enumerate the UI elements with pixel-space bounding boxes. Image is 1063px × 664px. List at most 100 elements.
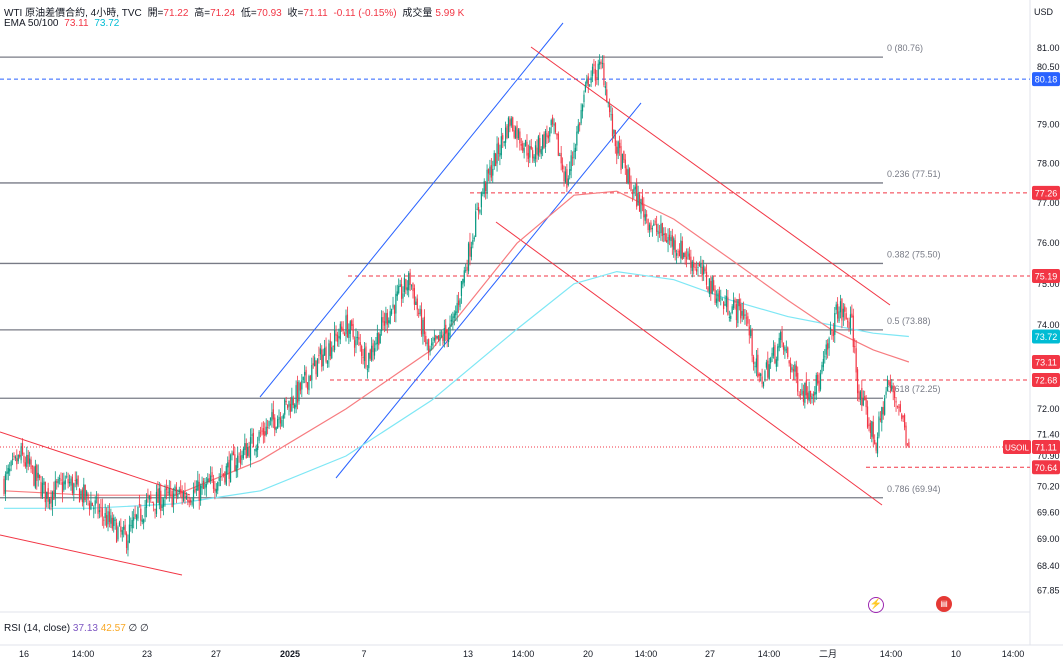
candle-body: [485, 183, 487, 192]
candle-body: [770, 358, 772, 364]
x-tick-label: 20: [583, 649, 593, 659]
candle-body: [439, 331, 441, 341]
candle-body: [358, 337, 360, 340]
candle-body: [570, 155, 572, 171]
us-flag-icon[interactable]: ▤: [936, 596, 952, 612]
candle-body: [881, 407, 883, 423]
candle-body: [795, 365, 797, 377]
channel-line: [0, 431, 191, 496]
candle-body: [36, 465, 38, 481]
candle-body: [462, 278, 464, 285]
candle-body: [76, 478, 78, 485]
channel-line: [495, 221, 883, 506]
candle-body: [547, 135, 549, 139]
ema-legend[interactable]: EMA 50/100 73.11 73.72: [4, 18, 122, 29]
candle-body: [229, 455, 232, 483]
candle-body: [73, 483, 75, 494]
candle-body: [436, 335, 438, 339]
candle-body: [467, 243, 470, 272]
candle-body: [636, 183, 638, 207]
candle-body: [711, 277, 713, 294]
candle-body: [678, 250, 681, 257]
candle-body: [502, 135, 504, 140]
candle-body: [703, 265, 705, 275]
candle-body: [106, 515, 108, 527]
time-axis[interactable]: 16 14:00 23 27 2025 7 13 14:00 20 14:00 27 14:00 二月 1…: [19, 649, 1024, 659]
fib-label: 0.5 (73.88): [887, 316, 931, 326]
candle-body: [96, 497, 98, 499]
candle-body: [435, 335, 437, 340]
candle-body: [61, 482, 64, 493]
candle-body: [13, 455, 15, 458]
candle-body: [29, 458, 31, 465]
candle-body: [413, 288, 415, 305]
candle-body: [242, 448, 244, 459]
candle-body: [452, 316, 454, 323]
candle-body: [137, 506, 139, 519]
rsi-empty-1: ∅: [128, 623, 138, 634]
candle-body: [847, 321, 849, 323]
candle-body: [631, 193, 634, 195]
candle-body: [70, 478, 72, 486]
candle-body: [560, 152, 562, 164]
candle-body: [487, 169, 490, 174]
symbol-legend[interactable]: WTI 原油差價合約, 4小時, TVC 開=71.22 高=71.24 低=7…: [4, 4, 467, 19]
y-tick-label: 81.00: [1037, 43, 1060, 53]
candle-body: [628, 168, 631, 183]
ema-label[interactable]: EMA 50/100: [4, 18, 59, 29]
candle-body: [751, 329, 753, 356]
y-tick-label: 68.40: [1037, 561, 1060, 571]
candle-body: [268, 420, 270, 427]
candle-body: [326, 360, 329, 364]
candle-body: [60, 479, 62, 481]
candle-body: [125, 533, 128, 548]
candle-body: [891, 385, 893, 389]
currency-label[interactable]: USD: [1033, 7, 1053, 17]
channel-line: [335, 102, 642, 479]
candle-body: [616, 146, 618, 156]
candle-body: [505, 127, 507, 143]
candle-body: [408, 273, 410, 291]
candle-body: [550, 120, 552, 126]
candle-body: [100, 507, 102, 508]
channel-line: [0, 534, 183, 576]
candle-body: [473, 237, 475, 240]
candle-body: [385, 313, 387, 324]
candle-body: [835, 304, 837, 310]
candle-body: [306, 382, 309, 390]
candle-body: [459, 299, 461, 308]
candle-body: [557, 133, 559, 156]
candle-body: [217, 482, 219, 491]
candle-body: [495, 153, 497, 167]
candle-body: [403, 277, 406, 293]
candle-body: [49, 499, 51, 504]
candle-body: [117, 527, 119, 540]
candle-body: [19, 454, 21, 457]
candle-body: [338, 336, 340, 339]
candle-body: [841, 298, 843, 321]
candle-body: [71, 476, 73, 494]
symbol-title[interactable]: WTI 原油差價合約, 4小時, TVC: [4, 8, 142, 19]
flash-icon[interactable]: ⚡: [868, 597, 884, 613]
candle-body: [604, 86, 606, 89]
candle-body: [200, 485, 202, 501]
candle-body: [284, 399, 286, 415]
candle-body: [621, 153, 624, 168]
candle-body: [78, 488, 81, 503]
rsi-legend[interactable]: RSI (14, close) 37.13 42.57 ∅ ∅: [4, 623, 149, 634]
price-axis[interactable]: 81.00 80.50 79.00 78.00 77.00 76.00 75.00 74.00…: [1037, 43, 1060, 596]
rsi-label[interactable]: RSI (14, close): [4, 623, 71, 634]
candle-body: [654, 221, 656, 223]
candle-body: [861, 388, 863, 406]
price-tag-label: 70.64: [1035, 463, 1058, 473]
candle-body: [402, 293, 404, 299]
candle-body: [812, 394, 814, 396]
candle-body: [670, 237, 672, 241]
candle-body: [202, 480, 205, 489]
candle-body: [784, 347, 786, 352]
price-tag: [1032, 373, 1060, 388]
candle-body: [406, 287, 408, 291]
candle-body: [144, 507, 146, 517]
x-tick-label: 14:00: [758, 649, 781, 659]
